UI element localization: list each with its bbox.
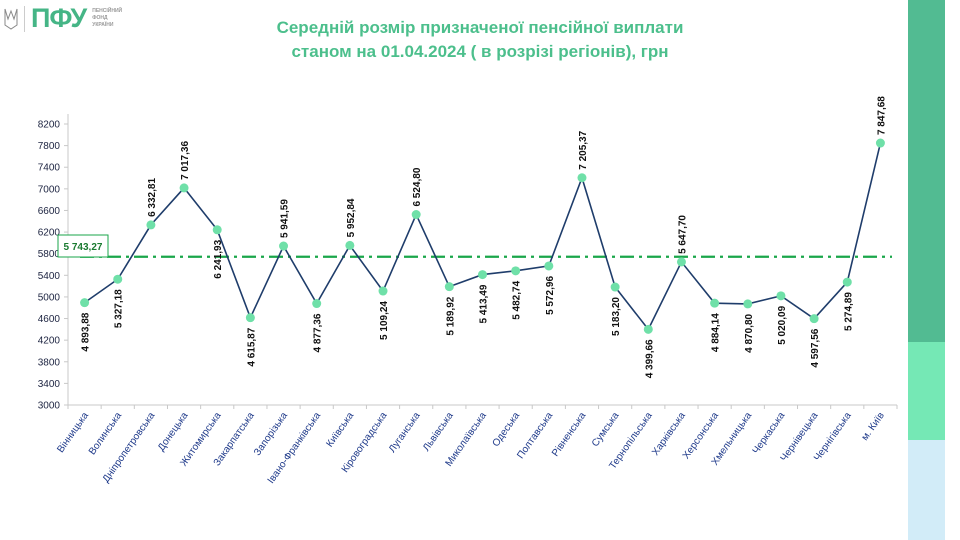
y-tick-label: 7400 (38, 163, 61, 174)
side-band-top (908, 0, 945, 342)
x-tick-label: Рівненська (550, 410, 589, 459)
data-point (875, 138, 885, 148)
data-label: 7 205,37 (578, 130, 589, 169)
data-point (842, 277, 852, 287)
data-point (345, 240, 355, 250)
data-label: 7 017,36 (180, 141, 191, 180)
data-point (312, 299, 322, 309)
data-label: 4 893,88 (81, 312, 92, 351)
data-point (378, 286, 388, 296)
data-point (743, 299, 753, 309)
side-decoration (908, 0, 945, 540)
data-label: 5 020,09 (777, 305, 788, 344)
y-tick-label: 5000 (38, 292, 61, 303)
logo-line: ПЕНСІЙНИЙ (92, 8, 123, 14)
y-tick-label: 6200 (38, 228, 61, 239)
data-point (179, 183, 189, 193)
x-tick-label: Харківська (650, 410, 688, 458)
data-label: 5 274,89 (843, 292, 854, 331)
y-tick-label: 8200 (38, 120, 61, 131)
data-label: 4 615,87 (246, 327, 257, 366)
x-tick-label: м. Київ (860, 410, 887, 442)
x-tick-label: Львівська (421, 410, 456, 453)
logo-text: ПЕНСІЙНИЙ ФОНД УКРАЇНИ (92, 8, 122, 29)
x-tick-label: Черкаська (751, 410, 788, 456)
trident-icon (4, 8, 18, 30)
data-point (809, 314, 819, 324)
logo-line: УКРАЇНИ (92, 22, 114, 28)
data-point (511, 266, 521, 276)
x-tick-label: Донецька (156, 410, 191, 453)
side-band-middle (908, 342, 945, 440)
data-point (577, 173, 587, 183)
data-label: 5 941,59 (280, 199, 291, 238)
pfu-logo: ПФУ ПЕНСІЙНИЙ ФОНД УКРАЇНИ (4, 3, 122, 34)
data-point (544, 261, 554, 271)
data-label: 5 327,18 (114, 289, 125, 328)
data-point (212, 225, 222, 235)
data-label: 5 572,96 (545, 276, 556, 315)
data-label: 6 332,81 (147, 178, 158, 217)
data-label: 6 241,93 (213, 239, 224, 278)
title-line-2: станом на 01.04.2024 ( в розрізі регіоні… (291, 42, 669, 61)
data-label: 4 884,14 (711, 313, 722, 352)
x-tick-label: Запорізька (252, 410, 290, 458)
data-label: 5 482,74 (512, 280, 523, 319)
y-tick-label: 5800 (38, 249, 61, 260)
data-point (776, 291, 786, 301)
data-point (113, 274, 123, 284)
data-label: 4 877,36 (313, 313, 324, 352)
average-label: 5 743,27 (64, 242, 103, 253)
y-tick-label: 4600 (38, 314, 61, 325)
y-tick-label: 5400 (38, 271, 61, 282)
data-label: 5 189,92 (445, 296, 456, 335)
y-tick-label: 3400 (38, 379, 61, 390)
x-tick-label: Одеська (491, 410, 523, 449)
data-point (676, 257, 686, 267)
y-tick-label: 7000 (38, 184, 61, 195)
logo-divider (24, 5, 25, 32)
average-label-box (57, 234, 109, 258)
data-point (245, 313, 255, 323)
data-label: 6 524,80 (412, 167, 423, 206)
logo-line: ФОНД (92, 15, 108, 21)
data-label: 5 952,84 (346, 198, 357, 237)
title-line-1: Середній розмір призначеної пенсійної ви… (276, 18, 684, 37)
data-label: 4 870,80 (744, 313, 755, 352)
data-label: 5 413,49 (479, 284, 490, 323)
x-tick-label: Вінницька (55, 410, 91, 455)
x-tick-label: Київська (324, 410, 356, 449)
data-point (610, 282, 620, 292)
logo-mark: ПФУ (31, 3, 87, 33)
data-point (411, 210, 421, 220)
x-tick-label: Волинська (87, 410, 125, 457)
chart-title: Середній розмір призначеної пенсійної ви… (200, 16, 760, 64)
data-label: 5 183,20 (611, 297, 622, 336)
side-band-bottom (908, 440, 945, 540)
data-point (146, 220, 156, 230)
data-label: 5 647,70 (677, 215, 688, 254)
y-tick-label: 3000 (38, 401, 61, 412)
data-label: 4 399,66 (644, 339, 655, 378)
data-label: 5 109,24 (379, 301, 390, 340)
y-tick-label: 6600 (38, 206, 61, 217)
y-tick-label: 7800 (38, 141, 61, 152)
y-tick-label: 4200 (38, 336, 61, 347)
data-label: 7 847,68 (876, 96, 887, 135)
data-point (80, 298, 90, 308)
data-point (444, 282, 454, 292)
x-tick-label: Сумська (590, 410, 622, 449)
x-tick-label: Луганська (387, 410, 423, 455)
data-point (478, 270, 487, 280)
data-point (279, 241, 289, 251)
data-point (643, 324, 653, 334)
data-label: 4 597,56 (810, 328, 821, 367)
data-point (710, 298, 720, 308)
y-tick-label: 3800 (38, 357, 61, 368)
